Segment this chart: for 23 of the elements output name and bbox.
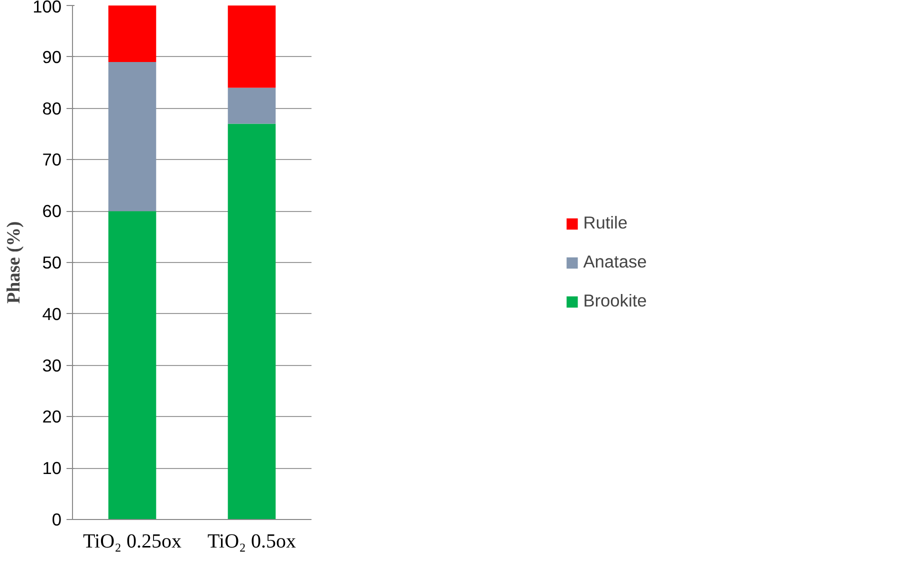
bar (108, 211, 156, 520)
y-tick-label: 20 (42, 406, 62, 427)
bar (228, 6, 276, 88)
bar (228, 124, 276, 520)
y-axis-title: Phase (%) (4, 221, 25, 304)
y-tick-label: 80 (42, 98, 62, 118)
legend-label: Brookite (583, 290, 647, 312)
legend-label: Anatase (583, 252, 647, 272)
y-tick-label: 60 (42, 201, 62, 222)
y-tick-label: 0 (52, 510, 62, 530)
legend-label: Rutile (583, 212, 628, 234)
y-tick-label: 30 (42, 355, 62, 376)
y-tick-label: 10 (42, 458, 62, 478)
y-tick-label: 100 (32, 0, 62, 16)
y-tick-label: 40 (42, 304, 62, 324)
y-tick-label: 50 (42, 252, 62, 272)
bar (108, 62, 156, 212)
bar (228, 88, 276, 124)
x-tick-label: TiO₂ 0.25ox (83, 530, 182, 552)
bar (108, 6, 156, 62)
x-tick-label: TiO₂ 0.5ox (208, 530, 296, 552)
y-tick-label: 70 (42, 150, 62, 170)
y-tick-label: 90 (42, 46, 62, 67)
